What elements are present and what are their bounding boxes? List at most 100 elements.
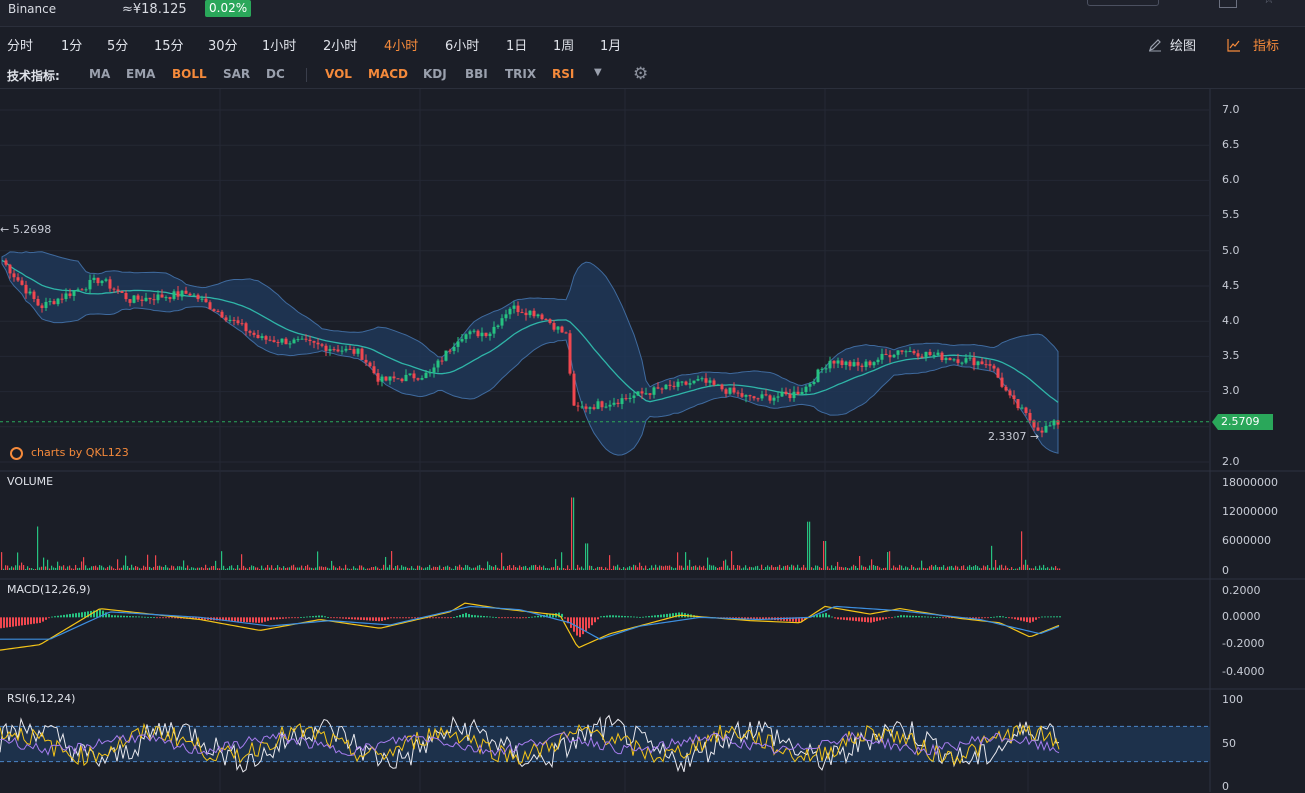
volume-bar xyxy=(311,567,313,570)
candle xyxy=(128,299,132,303)
volume-bar xyxy=(799,568,801,570)
volume-bar xyxy=(451,568,453,570)
macd-histogram-bar xyxy=(342,617,344,619)
volume-bar xyxy=(767,565,769,570)
macd-histogram-bar xyxy=(294,617,296,619)
volume-bar xyxy=(721,566,723,570)
volume-bar xyxy=(471,568,473,570)
candle xyxy=(740,393,744,397)
tf-1d[interactable]: 1日 xyxy=(506,39,528,54)
macd-histogram-bar xyxy=(579,617,581,638)
volume-bar xyxy=(911,564,913,570)
volume-bar xyxy=(947,566,949,570)
volume-bar xyxy=(179,566,181,570)
macd-histogram-bar xyxy=(762,617,764,620)
volume-bar xyxy=(635,565,637,570)
ind-rsi[interactable]: RSI xyxy=(552,67,575,81)
macd-histogram-bar xyxy=(1047,616,1049,618)
volume-bar xyxy=(689,559,691,570)
volume-bar xyxy=(345,564,347,570)
ind-macd[interactable]: MACD xyxy=(368,67,408,81)
macd-histogram-bar xyxy=(465,612,467,618)
tf-5min[interactable]: 5分 xyxy=(107,39,129,54)
macd-histogram-bar xyxy=(366,617,368,621)
tf-fenshi[interactable]: 分时 xyxy=(7,39,34,54)
tf-1min[interactable]: 1分 xyxy=(61,39,83,54)
volume-bar xyxy=(483,568,485,570)
volume-bar xyxy=(919,567,921,570)
volume-bar xyxy=(131,564,133,570)
ind-dc[interactable]: DC xyxy=(266,67,285,81)
ind-ma[interactable]: MA xyxy=(89,67,111,81)
volume-bar xyxy=(325,566,327,570)
tf-1h[interactable]: 1小时 xyxy=(262,39,297,54)
macd-histogram-bar xyxy=(276,617,278,620)
volume-bar xyxy=(105,568,107,570)
volume-bar xyxy=(341,568,343,570)
draw-button[interactable]: 绘图 xyxy=(1148,35,1196,54)
volume-bar xyxy=(347,568,349,570)
macd-histogram-bar xyxy=(267,617,269,621)
volume-bar xyxy=(829,568,831,570)
macd-histogram-bar xyxy=(468,614,470,618)
volume-bar xyxy=(145,566,147,570)
macd-histogram-bar xyxy=(450,617,452,619)
tf-2h[interactable]: 2小时 xyxy=(323,39,358,54)
volume-bar xyxy=(1029,568,1031,570)
candle xyxy=(704,378,708,383)
chart-canvas[interactable] xyxy=(0,89,1305,792)
indicator-divider xyxy=(306,68,307,82)
tf-1w[interactable]: 1周 xyxy=(553,39,575,54)
volume-bar xyxy=(151,568,153,570)
volume-bar xyxy=(629,566,631,570)
macd-histogram-bar xyxy=(60,615,62,618)
candle xyxy=(276,342,280,344)
macd-histogram-bar xyxy=(837,617,839,620)
tf-6h[interactable]: 6小时 xyxy=(445,39,480,54)
tf-15min[interactable]: 15分 xyxy=(154,39,184,54)
volume-bar xyxy=(21,562,23,570)
chevron-down-icon[interactable]: ▼ xyxy=(594,67,602,78)
ind-vol[interactable]: VOL xyxy=(325,67,352,81)
volume-bar xyxy=(723,560,725,570)
ind-bbi[interactable]: BBI xyxy=(465,67,488,81)
indicator-button[interactable]: 指标 xyxy=(1227,35,1279,54)
ind-ema[interactable]: EMA xyxy=(126,67,156,81)
candle xyxy=(304,338,308,340)
ind-sar[interactable]: SAR xyxy=(223,67,251,81)
volume-bar xyxy=(717,567,719,570)
volume-bar xyxy=(821,568,823,570)
volume-bar xyxy=(631,567,633,570)
tf-1mo[interactable]: 1月 xyxy=(600,39,622,54)
volume-bar xyxy=(943,565,945,570)
candle xyxy=(1044,425,1048,433)
volume-bar xyxy=(1043,564,1045,570)
tf-4h[interactable]: 4小时 xyxy=(384,39,419,54)
volume-bar xyxy=(961,566,963,570)
ind-boll[interactable]: BOLL xyxy=(172,67,207,81)
tf-30min[interactable]: 30分 xyxy=(208,39,238,54)
candle xyxy=(988,364,992,366)
candle xyxy=(980,361,984,365)
candle xyxy=(796,391,800,395)
macd-histogram-bar xyxy=(729,617,731,619)
candle xyxy=(872,362,876,366)
candle xyxy=(344,348,348,351)
favorite-star-icon[interactable]: ☆ xyxy=(1263,0,1275,7)
ind-trix[interactable]: TRIX xyxy=(505,67,537,81)
candle xyxy=(656,387,660,389)
candle xyxy=(180,290,184,297)
fullscreen-icon[interactable] xyxy=(1219,0,1237,8)
header-dropdown[interactable] xyxy=(1087,0,1159,6)
volume-bar xyxy=(843,567,845,570)
candle xyxy=(780,391,784,397)
volume-bar xyxy=(309,567,311,570)
volume-bar xyxy=(879,567,881,570)
volume-bar xyxy=(933,566,935,570)
volume-bar xyxy=(967,566,969,570)
gear-icon[interactable]: ⚙ xyxy=(633,64,649,84)
change-badge: 0.02% xyxy=(205,0,252,17)
candle xyxy=(320,344,324,346)
volume-bar xyxy=(951,565,953,570)
ind-kdj[interactable]: KDJ xyxy=(423,67,447,81)
